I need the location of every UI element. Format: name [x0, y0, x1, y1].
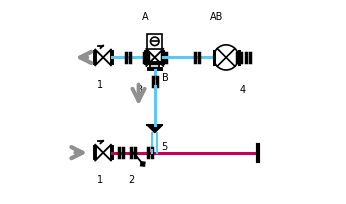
Text: 3: 3 [137, 85, 143, 95]
Text: B: B [162, 73, 169, 83]
Text: 1: 1 [97, 175, 103, 185]
Bar [141, 162, 145, 166]
Text: 5: 5 [161, 142, 167, 152]
Text: A: A [142, 12, 148, 22]
Text: 4: 4 [239, 85, 245, 95]
Text: AB: AB [210, 12, 223, 22]
Text: 1: 1 [97, 80, 103, 90]
Bar [147, 34, 162, 49]
Polygon shape [147, 125, 163, 133]
Text: 2: 2 [128, 175, 135, 185]
Bar [150, 63, 160, 69]
